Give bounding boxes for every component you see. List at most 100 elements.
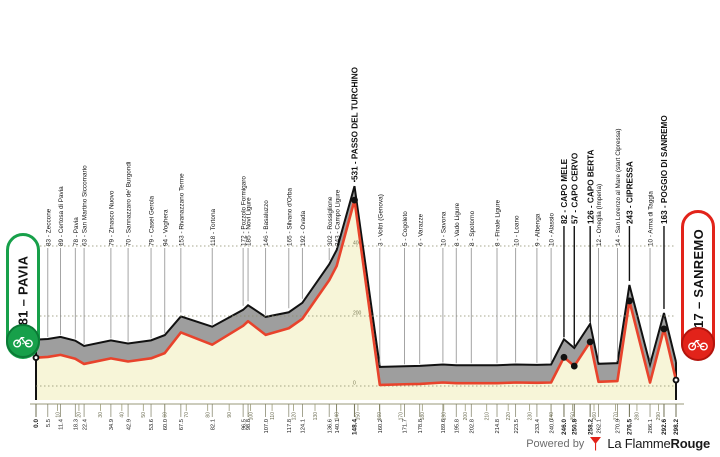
place-label: 10 - Alassio (549, 213, 556, 246)
place-label: 118 - Tortona (210, 208, 217, 246)
km-marker-label: 246.0 (561, 419, 568, 435)
place-label: 10 - Arma di Taggia (648, 191, 655, 246)
place-label: 9 - Albenga (535, 213, 542, 246)
place-label: 78 - Pavia (73, 217, 80, 246)
km-marker-label: 298.2 (673, 419, 680, 435)
x-tick-label: 100 (248, 412, 254, 421)
summit-dot (351, 196, 358, 204)
x-tick-label: 180 (420, 412, 426, 421)
place-label: 165 - Silvano d'Orba (286, 187, 293, 246)
x-tick-label: 80 (205, 412, 211, 418)
km-marker-label: 223.5 (514, 419, 520, 434)
place-label: 10 - Loano (513, 215, 520, 246)
km-marker-label: 250.8 (571, 419, 578, 435)
km-marker-label: 22.4 (82, 418, 88, 430)
km-marker-label: 240.0 (549, 419, 555, 434)
x-tick-label: 260 (592, 412, 598, 421)
terminus-dot-core (34, 356, 38, 360)
brand-name: La FlammeRouge (607, 436, 710, 451)
x-tick-label: 50 (141, 412, 147, 418)
km-marker-label: 214.8 (495, 419, 501, 434)
place-label: 70 - Sannazzaro de' Burgondi (126, 162, 133, 246)
x-tick-label: 30 (98, 412, 104, 418)
profile-top-edge (35, 185, 677, 369)
km-marker-label: 258.2 (587, 419, 594, 435)
km-marker-label: 60.0 (163, 419, 169, 430)
start-bicycle-icon (6, 324, 40, 358)
x-tick-label: 60 (163, 412, 169, 418)
km-marker-label: 5.5 (46, 419, 52, 427)
x-tick-label: 120 (291, 412, 297, 421)
km-marker-label: 42.9 (126, 419, 132, 430)
km-marker-label: 67.5 (179, 419, 185, 430)
km-marker-label: 53.6 (149, 419, 155, 430)
summit-dot (560, 353, 568, 361)
km-marker-label: 202.8 (469, 419, 475, 434)
bicycle-icon-glyph (688, 340, 708, 351)
bicycle-icon-glyph (13, 337, 33, 348)
x-tick-label: 110 (270, 412, 276, 420)
y-gridline-label: 200 (353, 311, 362, 317)
place-label: 12 - Oneglia (Imperia) (596, 184, 603, 246)
place-label: 243 - CIPRESSA (626, 161, 635, 224)
footer-credit: Powered by La FlammeRouge (526, 436, 710, 451)
x-tick-label: 90 (227, 412, 233, 418)
place-label: 5 - Cogoleto (402, 211, 409, 246)
km-marker-label: 34.9 (109, 419, 115, 430)
finish-badge[interactable]: 17 – SANREMO (681, 210, 715, 361)
km-marker-label: 18.3 (73, 419, 79, 430)
terminus-dot-core (674, 378, 678, 382)
place-label: 10 - Savona (441, 211, 448, 246)
place-labels: 83 - Zeccone 89 - Certosa di Pavia 78 - Pa… (45, 66, 669, 365)
flamme-rouge-flag-icon (590, 437, 602, 451)
start-badge[interactable]: 81 – PAVIA (6, 233, 40, 359)
km-marker-label: 0.0 (33, 419, 40, 428)
x-tick-label: 230 (527, 412, 533, 421)
place-label: 3 - Voltri (Genova) (377, 194, 384, 246)
km-marker-label: 82.1 (210, 419, 216, 430)
x-tick-label: 160 (377, 412, 383, 421)
y-gridlines: 0 200 400 (36, 241, 676, 387)
finish-label: 17 – SANREMO (690, 228, 706, 328)
km-marker-label: 171.7 (403, 419, 409, 434)
x-axis: 10 20 30 40 50 60 70 80 90 100 110 120 130 140 150 160 1… (30, 403, 684, 421)
km-marker-label: 270.9 (616, 419, 622, 434)
place-label: 185 - Novi Ligure (246, 197, 253, 246)
km-marker-label: 233.4 (535, 418, 541, 433)
x-tick-label: 130 (313, 412, 319, 421)
place-label: 8 - Spotorno (469, 210, 476, 246)
x-tick-label: 20 (77, 412, 83, 418)
summit-dot (586, 338, 594, 346)
km-marker-label: 11.4 (59, 418, 65, 430)
start-label: 81 – PAVIA (15, 255, 31, 325)
km-marker-label: 189.6 (441, 419, 447, 434)
x-tick-label: 10 (55, 412, 61, 418)
km-marker-label: 276.5 (627, 419, 634, 435)
place-label: 531 - PASSO DEL TURCHINO (351, 66, 360, 180)
route-elevation-line (34, 198, 678, 387)
km-marker-label: 136.6 (327, 419, 333, 434)
place-label: 63 - San Martino Siccomario (82, 165, 89, 246)
x-tick-label: 220 (506, 412, 512, 421)
brand-light: La Flamme (607, 436, 671, 451)
x-tick-label: 270 (613, 412, 619, 421)
y-gridline-label: 400 (353, 241, 362, 247)
place-label: 79 - Casei Gerola (149, 195, 156, 246)
place-label: 302 - Rossiglione (327, 196, 334, 246)
x-tick-label: 190 (442, 412, 448, 421)
place-label: 126 - CAPO BERTA (586, 149, 595, 224)
place-label: 192 - Ovada (300, 210, 307, 246)
km-marker-label: 107.0 (264, 419, 270, 434)
km-marker-label: 262.1 (597, 419, 603, 434)
x-tick-label: 150 (356, 412, 362, 421)
x-tick-label: 200 (463, 412, 469, 421)
place-label: 8 - Vado Ligure (454, 202, 461, 246)
km-markers: 0.0 5.5 11.4 18.3 22.4 34.9 42.9 53.6 60.0 67.5 82… (33, 404, 680, 435)
km-marker-label: 292.6 (661, 419, 668, 435)
place-label: 82 - CAPO MELE (560, 158, 569, 224)
km-marker-label: 140.1 (335, 419, 341, 434)
x-tick-label: 40 (120, 412, 126, 418)
place-label: 89 - Certosa di Pavia (58, 186, 65, 246)
place-label: 57 - CAPO CERVO (570, 152, 579, 224)
